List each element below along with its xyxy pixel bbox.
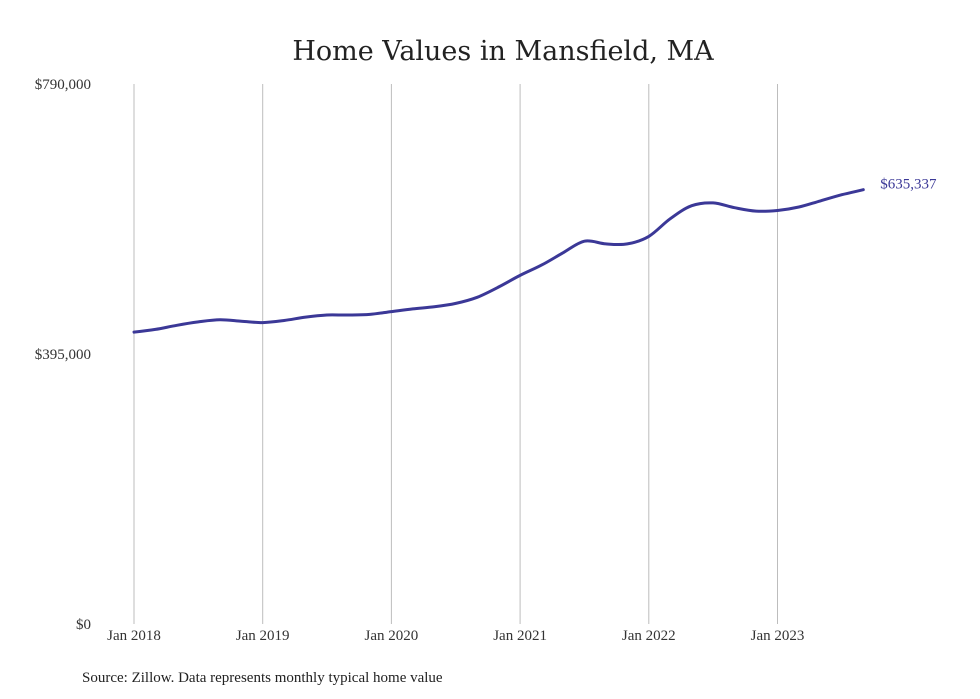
x-axis-ticks: Jan 2018 Jan 2019 Jan 2020 Jan 2021 Jan 2022…: [107, 628, 804, 644]
y-tick-label: $790,000: [35, 77, 91, 93]
x-tick-label: Jan 2020: [365, 628, 419, 644]
series-line: [132, 188, 865, 334]
x-tick-label: Jan 2023: [751, 628, 805, 644]
y-tick-label: $0: [76, 617, 91, 633]
x-tick-label: Jan 2022: [622, 628, 676, 644]
x-tick-label: Jan 2018: [107, 628, 161, 644]
source-note: Source: Zillow. Data represents monthly …: [82, 670, 443, 686]
x-tick-label: Jan 2019: [236, 628, 290, 644]
x-tick-label: Jan 2021: [493, 628, 547, 644]
y-axis-ticks: $0 $395,000 $790,000: [35, 77, 91, 633]
chart-title: Home Values in Mansfield, MA: [292, 36, 714, 67]
end-value-label: $635,337: [880, 177, 937, 193]
gridlines: [133, 84, 778, 624]
y-tick-label: $395,000: [35, 347, 91, 363]
